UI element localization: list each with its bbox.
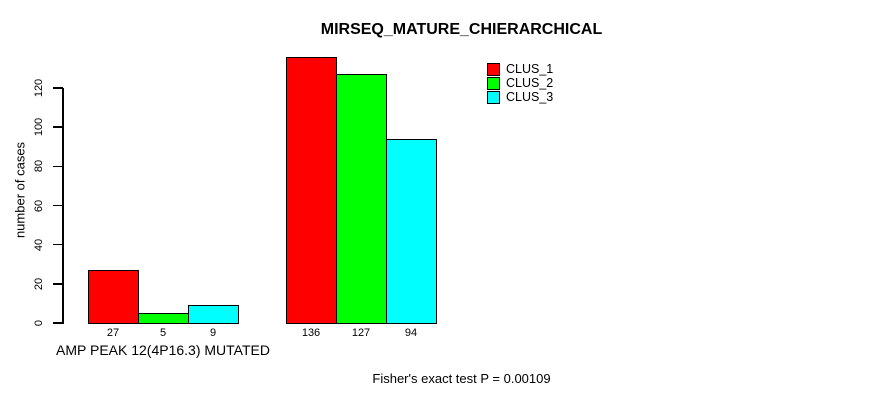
legend-item-clus_1: CLUS_1 — [487, 62, 553, 76]
y-axis-tick-label: 0 — [33, 319, 45, 327]
y-axis-title: number of cases — [12, 141, 28, 239]
y-axis-tick-label: 20 — [33, 277, 45, 290]
y-axis-tick-label: 60 — [33, 199, 45, 212]
bar-value-label: 127 — [351, 327, 371, 339]
y-axis-tick — [53, 322, 63, 324]
bar-value-label: 136 — [301, 327, 321, 339]
bar-clus_2-group1 — [138, 313, 189, 324]
y-axis-tick — [53, 165, 63, 168]
legend-item-clus_3: CLUS_3 — [487, 90, 553, 104]
x-axis-category-label: AMP PEAK 12(4P16.3) MUTATED — [56, 342, 270, 358]
bar-clus_1-group1 — [88, 270, 139, 324]
legend-item-label: CLUS_3 — [506, 90, 554, 104]
bar-value-label: 9 — [209, 327, 217, 339]
legend-item-clus_2: CLUS_2 — [487, 76, 553, 90]
bar-clus_3-group1 — [188, 305, 239, 324]
y-axis-tick-label: 40 — [33, 238, 45, 251]
legend-item-label: CLUS_1 — [506, 62, 554, 76]
y-axis-tick-label: 100 — [33, 117, 45, 137]
y-axis-tick — [53, 243, 63, 246]
bar-value-label: 5 — [159, 327, 167, 339]
legend-swatch-icon — [487, 76, 500, 90]
bar-clus_2-group2 — [336, 74, 387, 324]
y-axis-tick-label: 80 — [33, 160, 45, 173]
chart-title: MIRSEQ_MATURE_CHIERARCHICAL — [320, 21, 603, 38]
bar-value-label: 27 — [106, 327, 120, 339]
y-axis-tick-label: 120 — [33, 78, 45, 98]
y-axis-tick — [53, 283, 63, 285]
y-axis-tick — [53, 126, 63, 128]
legend-swatch-icon — [487, 62, 500, 76]
bar-clus_3-group2 — [386, 138, 437, 324]
bar-clus_1-group2 — [286, 56, 337, 324]
legend: CLUS_1 CLUS_2 CLUS_3 — [487, 62, 553, 104]
legend-swatch-icon — [487, 90, 500, 104]
annotation-fisher-test: Fisher's exact test P = 0.00109 — [372, 371, 551, 386]
legend-item-label: CLUS_2 — [506, 76, 554, 90]
bar-value-label: 94 — [404, 327, 418, 339]
y-axis-tick — [53, 204, 63, 207]
y-axis-tick — [53, 87, 63, 89]
